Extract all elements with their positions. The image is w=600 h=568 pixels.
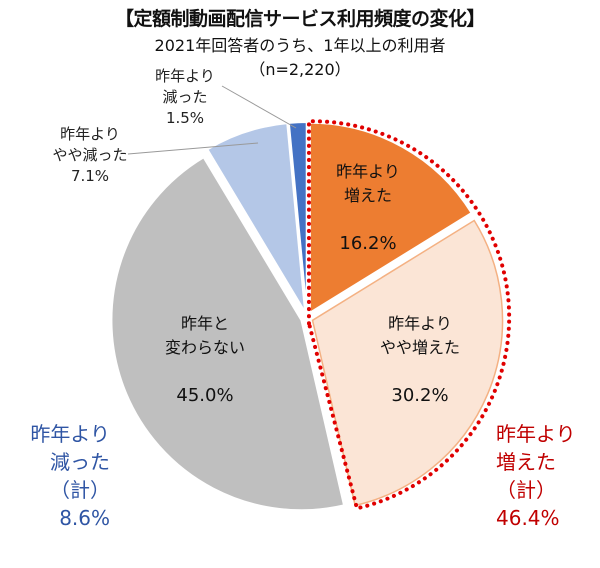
slice-value: 7.1% — [70, 167, 110, 185]
group-line1: 昨年より — [496, 422, 576, 446]
pie-slice-decreased — [287, 121, 308, 313]
slice-label-unchanged: 昨年と 変わらない 45.0% — [140, 312, 270, 408]
increased-group-outline — [306, 119, 512, 511]
slice-label-line2: 変わらない — [164, 338, 245, 357]
group-value: 46.4% — [496, 506, 560, 530]
slice-label-slightly-decreased: 昨年より やや減った 7.1% — [40, 124, 140, 187]
slice-label-increased: 昨年より 増えた 16.2% — [318, 160, 418, 256]
leader-line-decreased — [221, 85, 297, 129]
slice-value: 30.2% — [391, 385, 449, 406]
slice-label-slightly-increased: 昨年より やや増えた 30.2% — [360, 312, 480, 408]
group-line1: 昨年より — [30, 422, 110, 446]
pie-slice-slightly-increased — [311, 219, 504, 507]
leader-line-slightly-decreased — [127, 142, 259, 155]
pie-slice-unchanged — [110, 155, 346, 512]
slice-label-line1: 昨年より — [60, 125, 120, 143]
slice-value: 45.0% — [176, 385, 234, 406]
slice-label-line2: やや減った — [52, 146, 128, 164]
chart-title: 【定額制動画配信サービス利用頻度の変化】 — [114, 8, 486, 30]
slice-label-decreased: 昨年より 減った 1.5% — [140, 66, 230, 129]
chart-subtitle: 2021年回答者のうち、1年以上の利用者 — [154, 36, 446, 55]
slice-label-line2: 増えた — [343, 186, 392, 205]
group-increased-total: 昨年より 増えた （計） 46.4% — [496, 420, 596, 532]
slice-label-line1: 昨年と — [180, 314, 229, 333]
group-line2: 減った — [50, 450, 110, 474]
slice-value: 16.2% — [339, 233, 397, 254]
slice-label-line2: やや増えた — [379, 338, 460, 357]
group-decreased-total: 昨年より 減った （計） 8.6% — [10, 420, 110, 532]
slice-label-line1: 昨年より — [388, 314, 452, 333]
sample-size: （n=2,220） — [249, 60, 351, 79]
slice-label-line1: 昨年より — [336, 162, 400, 181]
slice-label-line2: 減った — [162, 88, 208, 106]
group-value: 8.6% — [59, 506, 110, 530]
slice-value: 1.5% — [165, 109, 205, 127]
group-line3: （計） — [50, 478, 110, 502]
group-line2: 増えた — [496, 450, 556, 474]
group-line3: （計） — [496, 478, 556, 502]
slice-label-line1: 昨年より — [155, 67, 215, 85]
